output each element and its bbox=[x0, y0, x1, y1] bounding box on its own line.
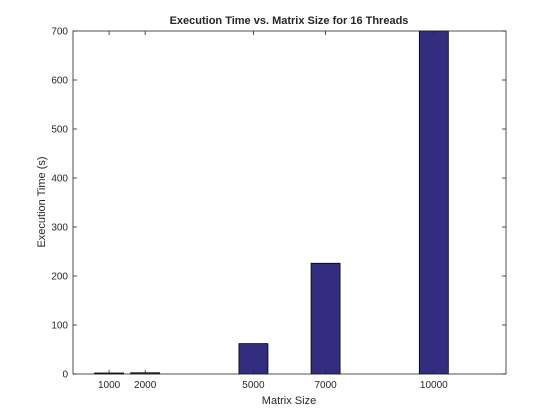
x-tick-label: 7000 bbox=[314, 380, 337, 391]
x-tick-label: 5000 bbox=[242, 380, 265, 391]
y-tick-label: 700 bbox=[51, 27, 68, 38]
y-tick-label: 500 bbox=[51, 125, 68, 136]
plot-box bbox=[72, 30, 507, 375]
bars-group bbox=[94, 30, 449, 375]
x-tick-label: 10000 bbox=[420, 380, 448, 391]
y-tick-label: 400 bbox=[51, 174, 68, 185]
x-axis-label: Matrix Size bbox=[262, 395, 316, 407]
x-tick-label: 1000 bbox=[98, 380, 121, 391]
y-tick-label: 300 bbox=[51, 223, 68, 234]
x-tick-label: 2000 bbox=[134, 380, 157, 391]
chart-title: Execution Time vs. Matrix Size for 16 Th… bbox=[170, 15, 409, 27]
y-tick-label: 600 bbox=[51, 76, 68, 87]
bar-10000 bbox=[418, 30, 449, 375]
axes-group: 0 100 200 300 400 500 600 700 1000 2000 5000 7000 10… bbox=[51, 27, 507, 391]
y-tick-label: 100 bbox=[51, 321, 68, 332]
bar-5000 bbox=[238, 343, 269, 375]
y-tick-label: 200 bbox=[51, 272, 68, 283]
y-axis-label: Execution Time (s) bbox=[36, 156, 48, 247]
bar-7000 bbox=[310, 262, 341, 375]
y-tick-label: 0 bbox=[62, 370, 68, 381]
